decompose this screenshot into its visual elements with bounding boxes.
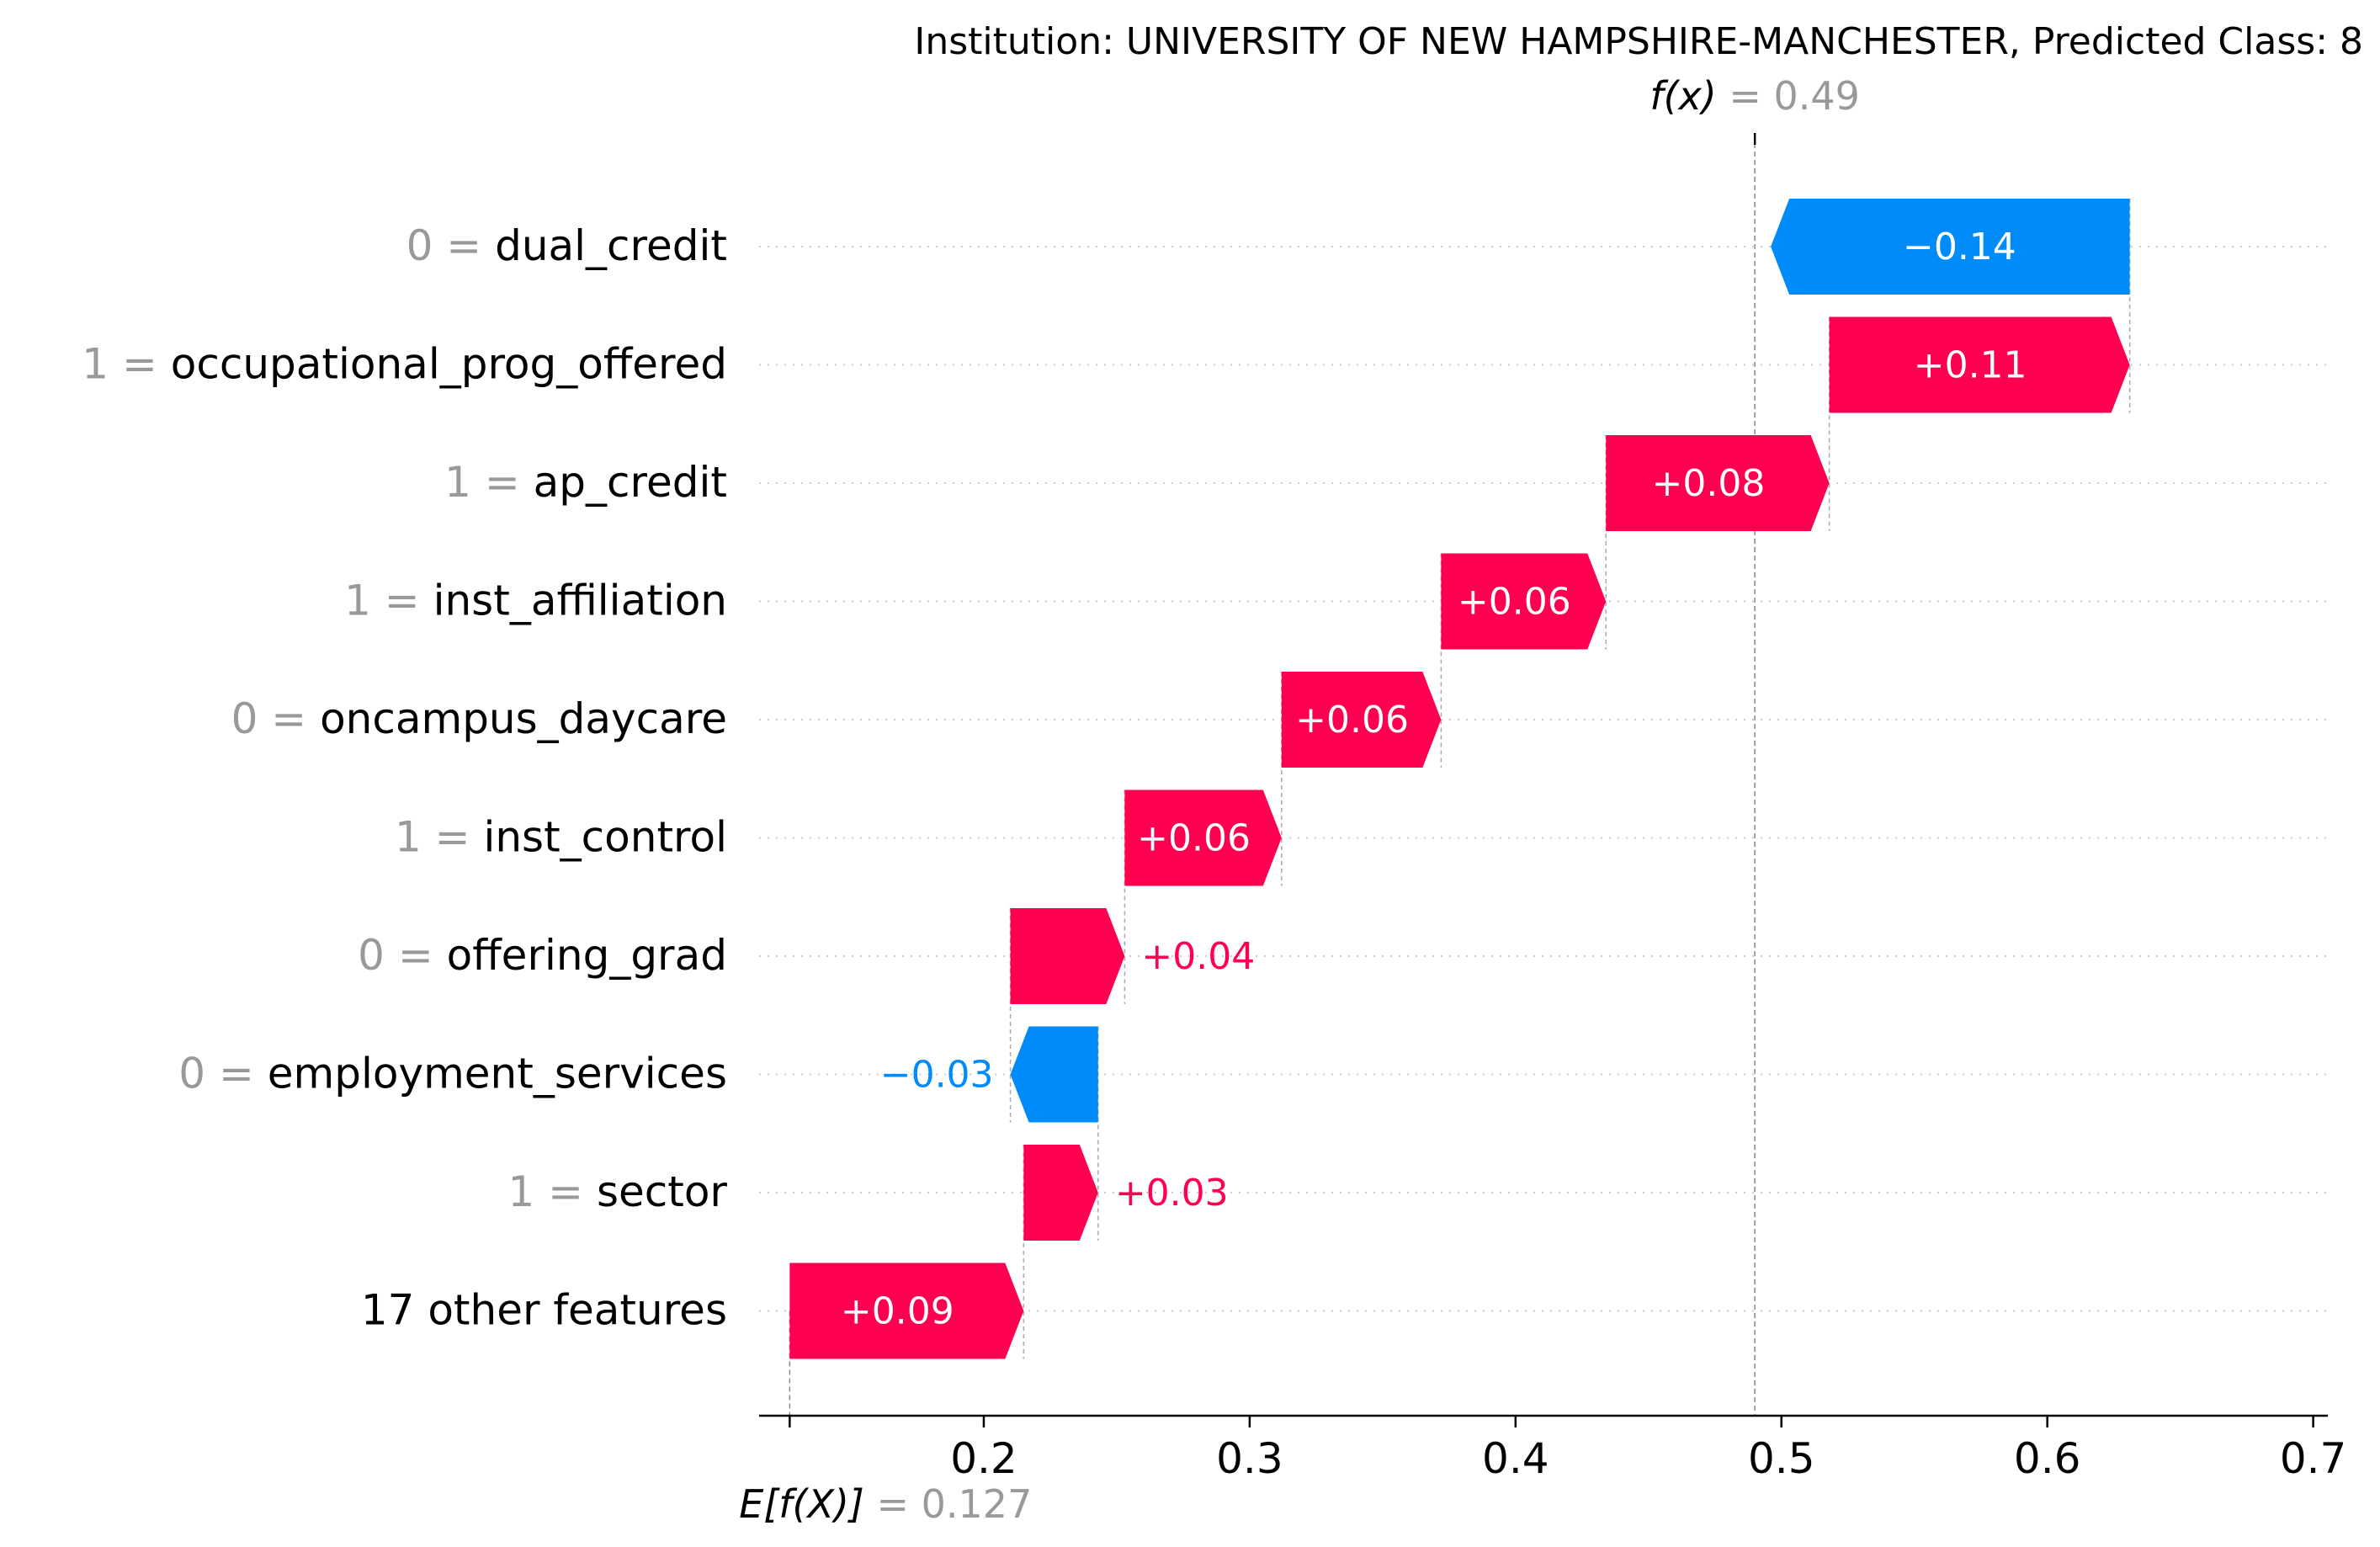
bar-value-label: +0.06 (1458, 581, 1571, 624)
feature-label: 1 = inst_control (395, 813, 727, 862)
waterfall-bar (1771, 199, 2130, 295)
waterfall-bar (1281, 672, 1442, 768)
expected-value-annotations: f(x) = 0.49 E[f(X)] = 0.127 (739, 73, 1860, 1527)
bar-value-label: +0.06 (1137, 817, 1251, 860)
efx-equals: = (864, 1481, 922, 1527)
feature-value: 1 (344, 577, 371, 625)
feature-value: 1 (444, 458, 471, 507)
feature-label: 0 = offering_grad (358, 931, 727, 980)
waterfall-bar (1606, 435, 1830, 531)
chart-title: Institution: UNIVERSITY OF NEW HAMPSHIRE… (914, 20, 2363, 63)
reference-lines (789, 133, 2131, 1416)
bar-value-label: +0.11 (1914, 344, 2027, 387)
efx-value: 0.127 (922, 1481, 1033, 1527)
feature-name: oncampus_daycare (320, 694, 727, 743)
bar-value-label: +0.04 (1141, 935, 1255, 978)
x-tick-label: 0.7 (2280, 1434, 2347, 1483)
bar-value-label: +0.09 (841, 1290, 954, 1333)
feature-label: 17 other features (361, 1286, 727, 1335)
feature-name: 17 other features (361, 1286, 727, 1335)
feature-label: 0 = employment_services (178, 1050, 727, 1098)
equals-sign: = (109, 340, 171, 389)
feature-value: 1 (82, 340, 109, 389)
feature-value: 0 (358, 931, 385, 980)
waterfall-bar (1010, 1026, 1098, 1123)
feature-name: inst_affiliation (433, 577, 727, 625)
feature-label: 1 = inst_affiliation (344, 577, 727, 625)
feature-value: 0 (178, 1050, 205, 1098)
fx-label: f(x) (1650, 73, 1716, 119)
bar-value-label: −0.03 (880, 1054, 994, 1097)
bar-value-label: −0.14 (1903, 226, 2016, 268)
equals-sign: = (258, 694, 320, 743)
efx-annotation: E[f(X)] = 0.127 (739, 1481, 1032, 1527)
feature-name: sector (597, 1167, 727, 1216)
waterfall-bar (1010, 908, 1125, 1004)
waterfall-bar (1829, 316, 2130, 413)
feature-label: 0 = dual_credit (406, 221, 727, 270)
waterfall-bar (1124, 789, 1282, 886)
x-tick-label: 0.5 (1748, 1434, 1815, 1483)
equals-sign: = (385, 931, 447, 980)
waterfall-bar (1023, 1145, 1098, 1241)
waterfall-bar (789, 1263, 1024, 1359)
feature-label: 1 = sector (507, 1167, 727, 1216)
bars: −0.14 +0.11 +0.08 +0.06 +0.06 +0.06 +0.04 −0.03… (789, 199, 2130, 1359)
x-tick-label: 0.6 (2014, 1434, 2081, 1483)
feature-name: ap_credit (534, 458, 727, 507)
equals-sign: = (422, 813, 484, 862)
x-tick-label: 0.2 (950, 1434, 1017, 1483)
equals-sign: = (471, 458, 534, 507)
x-axis: 0.2 0.3 0.4 0.5 0.6 0.7 (759, 1414, 2347, 1483)
bar-value-label: +0.08 (1652, 462, 1766, 505)
feature-label: 0 = oncampus_daycare (231, 694, 727, 743)
fx-annotation: f(x) = 0.49 (1650, 73, 1860, 119)
bar-value-label: +0.03 (1115, 1172, 1229, 1215)
feature-label: 1 = occupational_prog_offered (82, 340, 727, 389)
bar-value-label: +0.06 (1295, 699, 1409, 742)
feature-labels: 0 = dual_credit 1 = occupational_prog_off… (82, 221, 727, 1335)
fx-value: 0.49 (1774, 73, 1860, 119)
equals-sign: = (205, 1050, 268, 1098)
efx-label: E[f(X)] (739, 1481, 864, 1527)
feature-name: offering_grad (447, 931, 727, 980)
x-tick-label: 0.3 (1216, 1434, 1283, 1483)
fx-equals: = (1717, 73, 1774, 119)
waterfall-bar (1441, 553, 1607, 650)
feature-name: occupational_prog_offered (171, 340, 727, 389)
equals-sign: = (534, 1167, 597, 1216)
feature-value: 1 (507, 1167, 534, 1216)
feature-value: 1 (395, 813, 422, 862)
equals-sign: = (433, 221, 495, 270)
feature-label: 1 = ap_credit (444, 458, 727, 507)
x-tick-label: 0.4 (1482, 1434, 1549, 1483)
feature-value: 0 (406, 221, 433, 270)
feature-name: employment_services (268, 1050, 727, 1098)
feature-value: 0 (231, 694, 258, 743)
feature-name: inst_control (483, 813, 727, 862)
equals-sign: = (371, 577, 433, 625)
feature-name: dual_credit (495, 221, 727, 270)
